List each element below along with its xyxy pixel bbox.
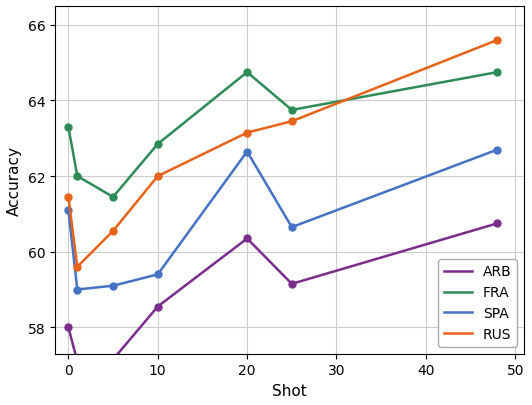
Line: ARB: ARB	[65, 220, 501, 365]
FRA	[155, 142, 161, 147]
FRA	[288, 108, 295, 113]
ARB	[65, 325, 72, 330]
FRA	[494, 70, 501, 75]
SPA	[244, 150, 251, 155]
X-axis label: Shot: Shot	[272, 383, 307, 398]
FRA	[244, 70, 251, 75]
Line: SPA: SPA	[65, 147, 501, 293]
Line: FRA: FRA	[65, 70, 501, 201]
Line: RUS: RUS	[65, 37, 501, 271]
ARB	[74, 359, 80, 364]
FRA	[74, 174, 80, 179]
ARB	[244, 237, 251, 241]
RUS	[288, 119, 295, 124]
ARB	[110, 357, 117, 362]
Legend: ARB, FRA, SPA, RUS: ARB, FRA, SPA, RUS	[438, 259, 517, 347]
ARB	[494, 222, 501, 226]
RUS	[65, 195, 72, 200]
ARB	[155, 304, 161, 309]
SPA	[494, 148, 501, 153]
RUS	[155, 174, 161, 179]
Y-axis label: Accuracy: Accuracy	[7, 145, 22, 215]
FRA	[65, 125, 72, 130]
ARB	[288, 282, 295, 287]
SPA	[155, 272, 161, 277]
SPA	[65, 208, 72, 213]
SPA	[288, 225, 295, 230]
SPA	[74, 288, 80, 292]
RUS	[74, 265, 80, 270]
RUS	[494, 38, 501, 43]
RUS	[110, 229, 117, 234]
FRA	[110, 195, 117, 200]
RUS	[244, 131, 251, 136]
SPA	[110, 284, 117, 288]
